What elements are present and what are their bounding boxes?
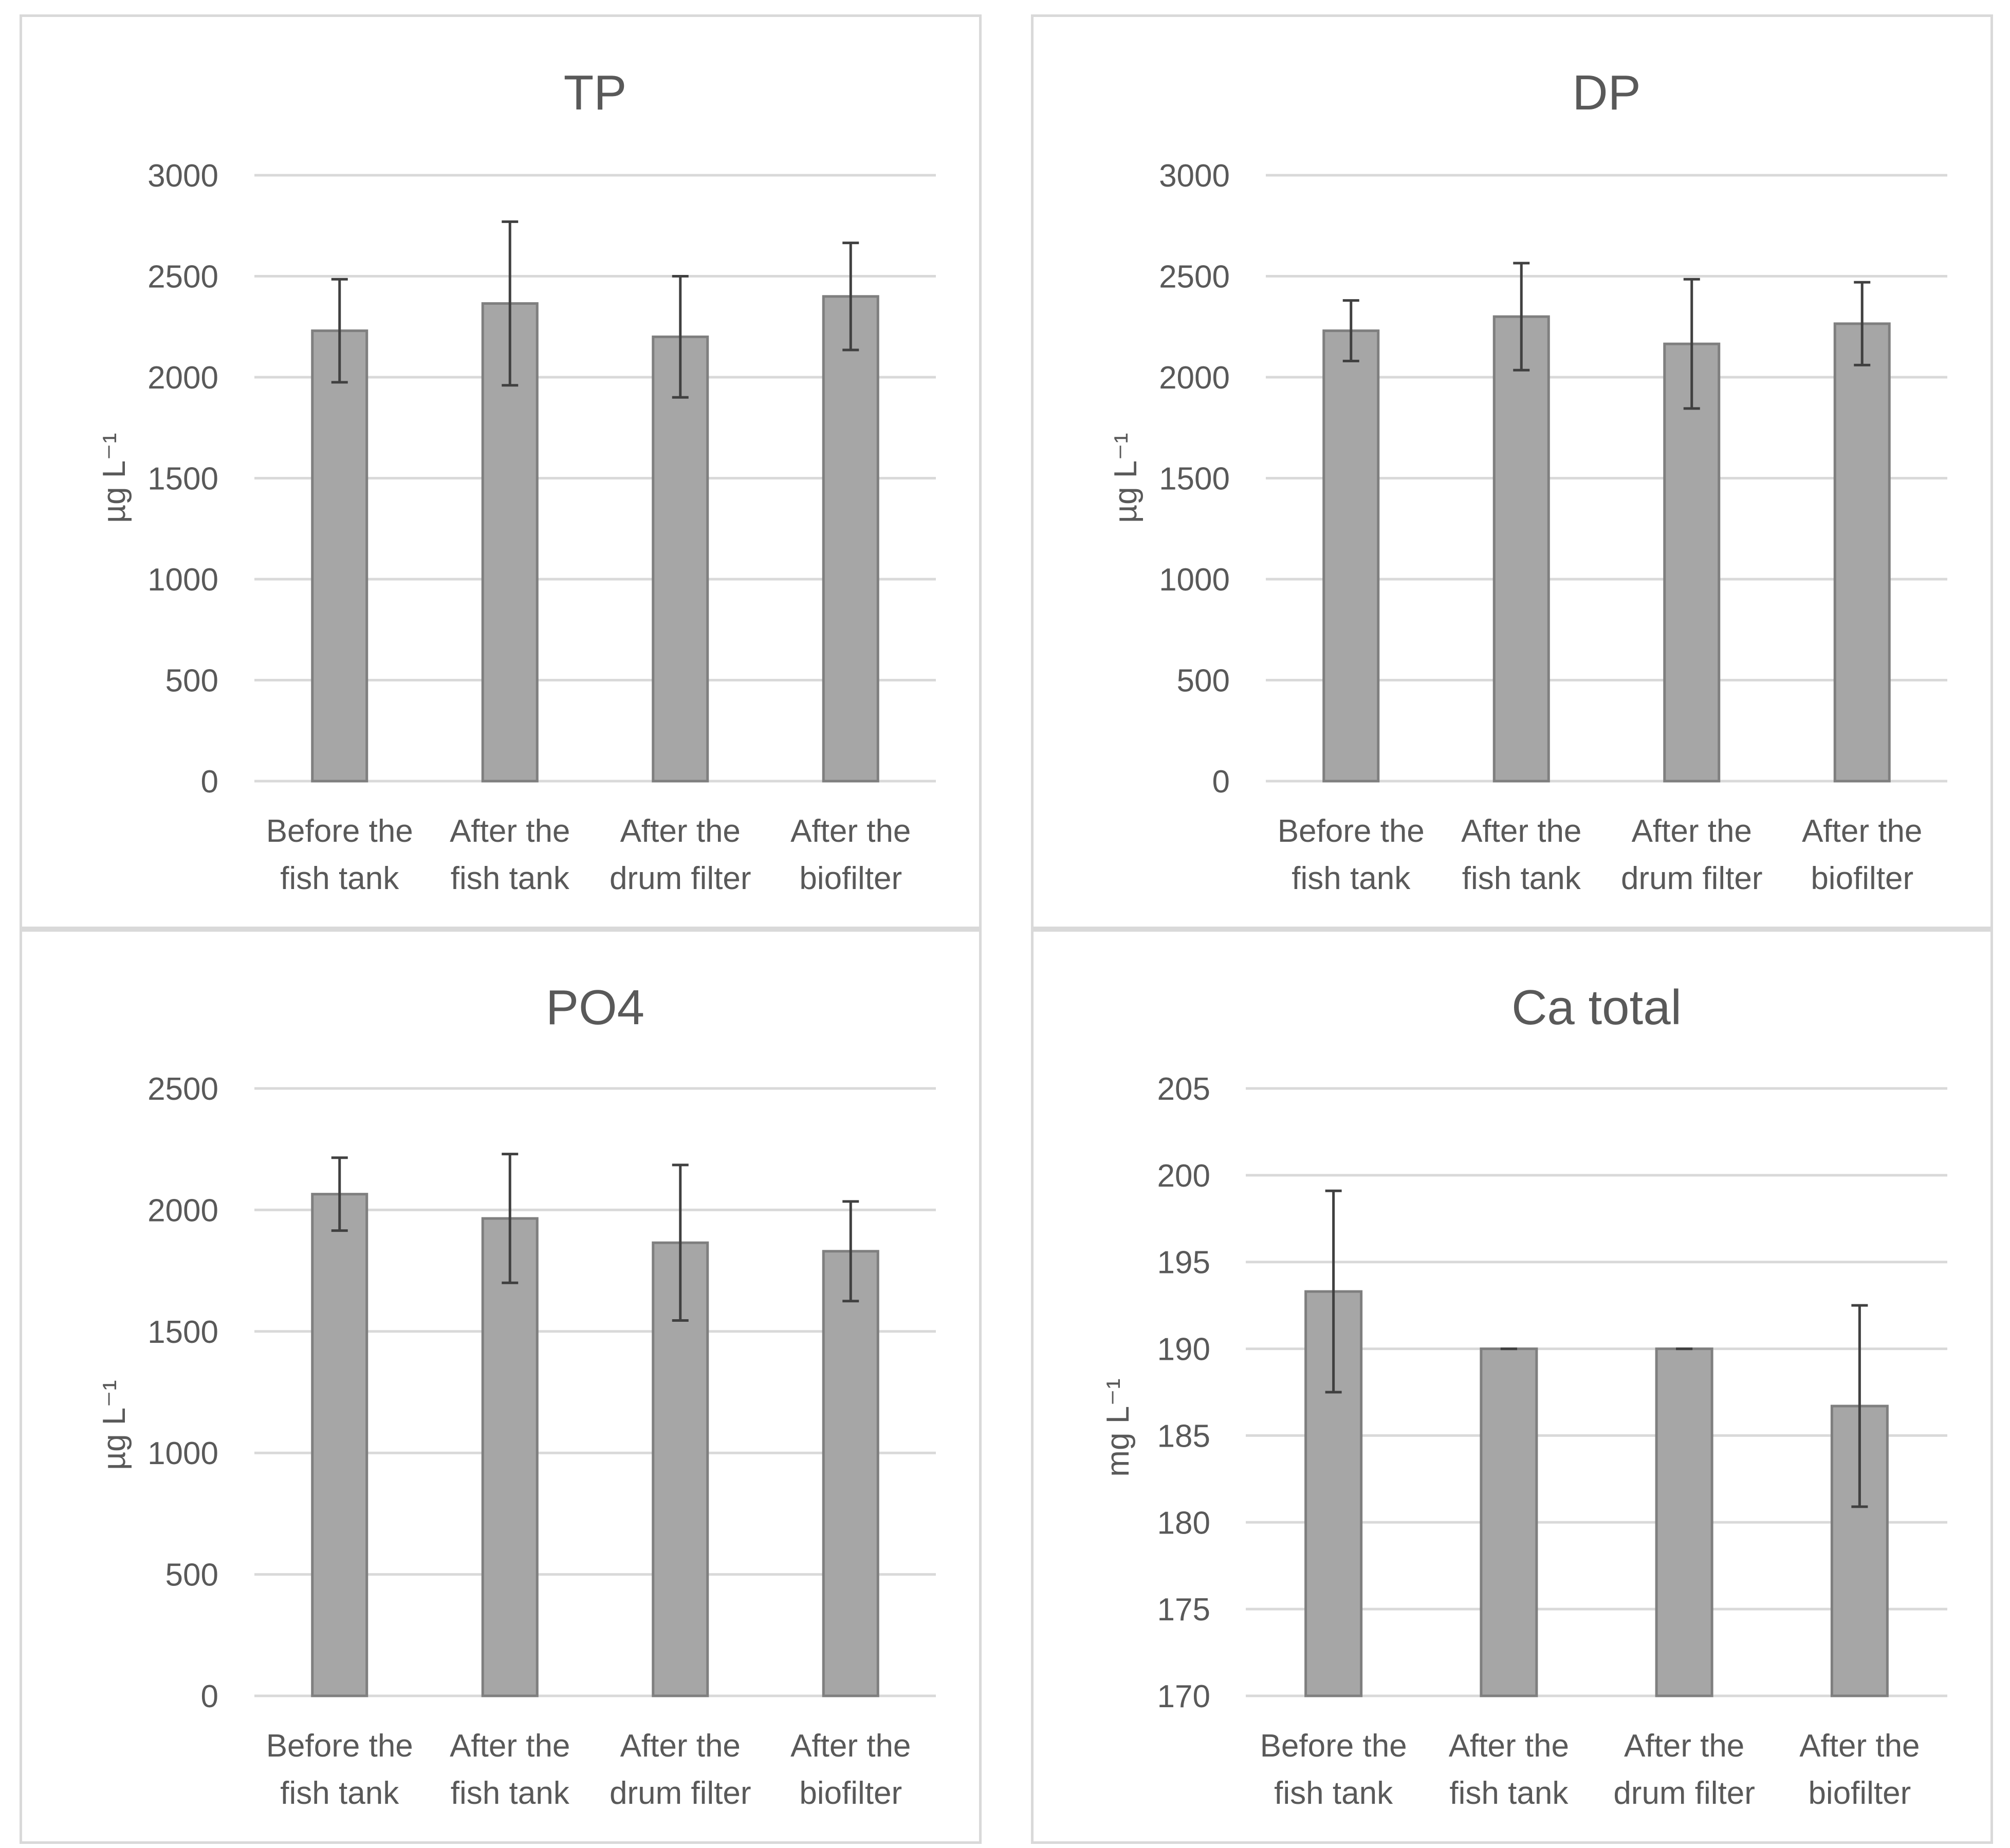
bar bbox=[481, 1217, 539, 1697]
x-tick-label: biofilter bbox=[1811, 861, 1913, 896]
chart-panel-ca-total: Ca total mg L⁻¹ 170 175 180 185 190 195 200 205 Be… bbox=[1031, 929, 1993, 1844]
y-tick-label: 0 bbox=[1212, 764, 1230, 800]
x-tick-label: drum filter bbox=[1621, 861, 1763, 896]
chart-panel-dp: DP µg L⁻¹ 0 500 1000 1500 2000 2500 3000 Before t… bbox=[1031, 14, 1993, 929]
x-tick-label: After the bbox=[1449, 1728, 1569, 1764]
bar bbox=[1480, 1347, 1538, 1697]
y-tick-label: 1500 bbox=[147, 461, 218, 497]
x-tick-label: After the bbox=[450, 1728, 570, 1764]
y-tick-label: 190 bbox=[1157, 1332, 1210, 1367]
y-tick-label: 170 bbox=[1157, 1679, 1210, 1714]
x-tick-label: After the bbox=[620, 1728, 741, 1764]
chart-title: Ca total bbox=[1511, 980, 1682, 1035]
x-tick-label: After the bbox=[1632, 814, 1752, 849]
chart-svg: Ca total mg L⁻¹ 170 175 180 185 190 195 200 205 Be… bbox=[1100, 980, 1947, 1811]
x-tick-label: After the bbox=[620, 814, 741, 849]
x-tick-label: fish tank bbox=[1462, 861, 1581, 896]
y-tick-label: 1000 bbox=[1159, 562, 1230, 598]
bar bbox=[1833, 322, 1891, 783]
bar bbox=[311, 329, 368, 783]
y-axis-label: µg L⁻¹ bbox=[97, 1380, 132, 1470]
bar bbox=[1655, 1347, 1713, 1697]
x-tick-label: fish tank bbox=[280, 1776, 399, 1811]
y-tick-label: 175 bbox=[1157, 1592, 1210, 1628]
bar bbox=[1322, 329, 1380, 783]
y-tick-label: 180 bbox=[1157, 1505, 1210, 1541]
x-tick-label: fish tank bbox=[1274, 1776, 1393, 1811]
x-tick-label: drum filter bbox=[610, 1776, 751, 1811]
x-tick-label: Before the bbox=[1278, 814, 1425, 849]
y-tick-label: 1500 bbox=[147, 1315, 218, 1350]
x-tick-label: Before the bbox=[266, 814, 413, 849]
x-tick-label: After the bbox=[1802, 814, 1922, 849]
y-tick-label: 2000 bbox=[1159, 360, 1230, 396]
chart-panel-po4: PO4 µg L⁻¹ 0 500 1000 1500 2000 2500 Before the f… bbox=[20, 929, 982, 1844]
y-tick-label: 0 bbox=[201, 1679, 218, 1714]
y-tick-label: 500 bbox=[1177, 663, 1230, 699]
y-axis-label: µg L⁻¹ bbox=[1108, 433, 1144, 523]
y-tick-label: 3000 bbox=[1159, 158, 1230, 194]
y-tick-label: 200 bbox=[1157, 1158, 1210, 1194]
y-tick-label: 2000 bbox=[147, 1193, 218, 1228]
x-tick-label: fish tank bbox=[1292, 861, 1411, 896]
bar bbox=[822, 295, 879, 783]
chart-panel-tp: TP µg L⁻¹ 0 500 1000 1500 2000 2500 3000 Before t… bbox=[20, 14, 982, 929]
y-tick-label: 1000 bbox=[147, 562, 218, 598]
x-tick-label: After the bbox=[1799, 1728, 1920, 1764]
chart-title: DP bbox=[1572, 65, 1640, 120]
y-tick-label: 2500 bbox=[147, 1071, 218, 1107]
x-tick-label: After the bbox=[1624, 1728, 1744, 1764]
y-tick-label: 185 bbox=[1157, 1418, 1210, 1454]
y-tick-label: 500 bbox=[165, 1558, 218, 1593]
bar bbox=[822, 1250, 879, 1697]
y-tick-label: 205 bbox=[1157, 1071, 1210, 1107]
y-tick-label: 1000 bbox=[147, 1436, 218, 1471]
x-tick-label: Before the bbox=[1260, 1728, 1407, 1764]
bar bbox=[311, 1193, 368, 1697]
x-tick-label: fish tank bbox=[451, 1776, 570, 1811]
y-tick-label: 195 bbox=[1157, 1245, 1210, 1281]
x-tick-label: drum filter bbox=[610, 861, 751, 896]
chart-svg: DP µg L⁻¹ 0 500 1000 1500 2000 2500 3000 Before t… bbox=[1108, 65, 1947, 896]
y-tick-label: 0 bbox=[201, 764, 218, 800]
x-tick-label: After the bbox=[790, 814, 911, 849]
bar bbox=[1663, 342, 1721, 783]
x-tick-label: fish tank bbox=[1449, 1776, 1569, 1811]
x-tick-label: fish tank bbox=[451, 861, 570, 896]
x-tick-label: fish tank bbox=[280, 861, 399, 896]
y-tick-label: 500 bbox=[165, 663, 218, 699]
x-tick-label: After the bbox=[450, 814, 570, 849]
chart-title: PO4 bbox=[546, 980, 644, 1035]
y-tick-label: 2000 bbox=[147, 360, 218, 396]
bar bbox=[652, 335, 709, 783]
chart-title: TP bbox=[564, 65, 627, 120]
x-tick-label: biofilter bbox=[1808, 1776, 1911, 1811]
x-tick-label: Before the bbox=[266, 1728, 413, 1764]
x-tick-label: After the bbox=[1461, 814, 1581, 849]
x-tick-label: drum filter bbox=[1613, 1776, 1755, 1811]
y-tick-label: 1500 bbox=[1159, 461, 1230, 497]
y-tick-label: 3000 bbox=[147, 158, 218, 194]
y-tick-label: 2500 bbox=[1159, 260, 1230, 295]
chart-svg: PO4 µg L⁻¹ 0 500 1000 1500 2000 2500 Before the f… bbox=[97, 980, 936, 1811]
x-tick-label: After the bbox=[790, 1728, 911, 1764]
x-tick-label: biofilter bbox=[799, 1776, 902, 1811]
chart-svg: TP µg L⁻¹ 0 500 1000 1500 2000 2500 3000 Before t… bbox=[97, 65, 936, 896]
y-axis-label: mg L⁻¹ bbox=[1100, 1378, 1136, 1476]
y-axis-label: µg L⁻¹ bbox=[97, 433, 132, 523]
bar bbox=[1492, 315, 1550, 783]
y-tick-label: 2500 bbox=[147, 260, 218, 295]
x-tick-label: biofilter bbox=[799, 861, 902, 896]
